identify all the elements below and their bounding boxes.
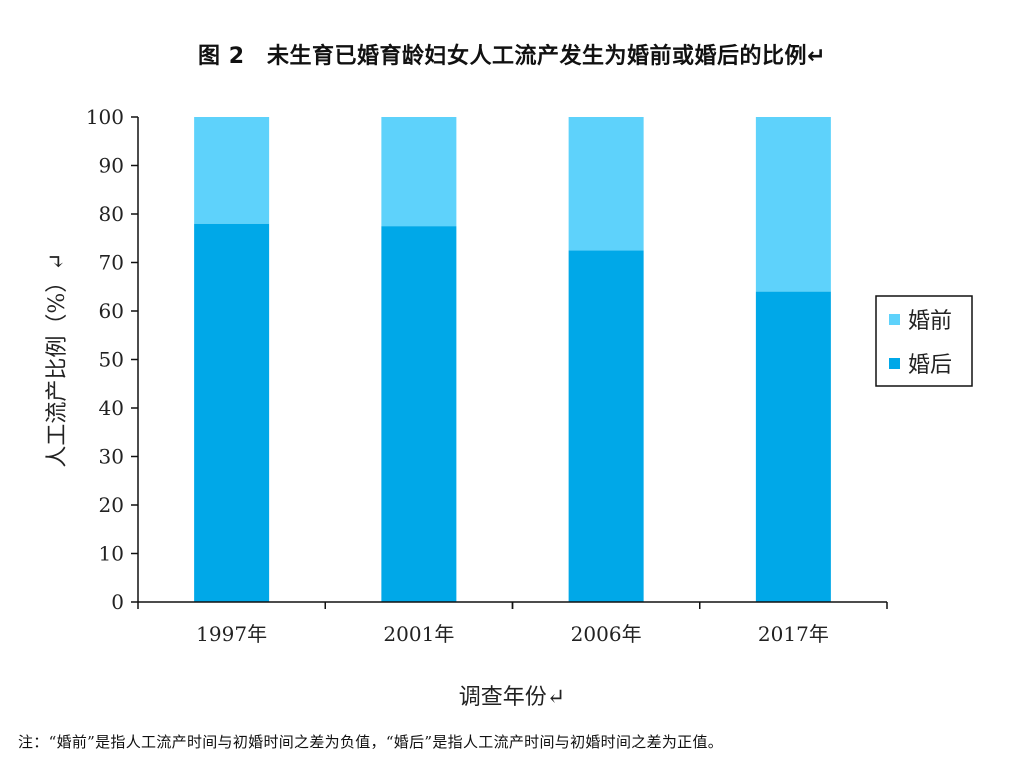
legend-box	[875, 295, 973, 387]
y-tick-label: 40	[99, 396, 124, 420]
x-axis-label: 调查年份↵	[459, 685, 565, 710]
y-tick-label: 50	[99, 348, 124, 372]
legend: 婚前 婚后	[875, 295, 973, 387]
y-tick-label: 20	[99, 493, 124, 517]
y-tick-label: 100	[86, 105, 124, 129]
bar-premarital-4	[755, 117, 831, 292]
y-tick-label: 10	[99, 542, 124, 566]
footnote: 注：“婚前”是指人工流产时间与初婚时间之差为负值，“婚后”是指人工流产时间与初婚…	[18, 733, 724, 751]
legend-label-premarital: 婚前	[908, 309, 952, 334]
bar-postmarital-3	[568, 250, 644, 602]
legend-label-postmarital: 婚后	[908, 353, 952, 378]
bar-postmarital-2	[381, 226, 457, 602]
y-tick-label: 90	[99, 154, 124, 178]
x-tick-label: 1997年	[196, 622, 267, 646]
bar-postmarital-4	[755, 291, 831, 602]
bar-premarital-3	[568, 117, 644, 251]
chart-title: 图 2 未生育已婚育龄妇女人工流产发生为婚前或婚后的比例↵	[198, 44, 826, 69]
y-tick-label: 0	[111, 590, 124, 614]
bar-premarital-1	[194, 117, 270, 224]
bar-postmarital-1	[194, 223, 270, 602]
x-tick-label: 2006年	[571, 622, 642, 646]
y-tick-label: 60	[99, 299, 124, 323]
x-axis-ticks: 1997年 2001年 2006年 2017年	[137, 602, 888, 646]
y-tick-label: 70	[99, 251, 124, 275]
bar-premarital-2	[381, 117, 457, 227]
bars	[194, 117, 831, 602]
y-tick-label: 80	[99, 202, 124, 226]
legend-swatch-postmarital	[889, 358, 900, 369]
legend-swatch-premarital	[889, 314, 900, 325]
y-axis-label: 人工流产比例（%）↵	[45, 252, 70, 467]
x-tick-label: 2017年	[758, 622, 829, 646]
x-tick-label: 2001年	[383, 622, 454, 646]
y-axis-ticks: 0 10 20 30 40 50 60 70 80 90 100	[86, 105, 138, 614]
y-tick-label: 30	[99, 445, 124, 469]
